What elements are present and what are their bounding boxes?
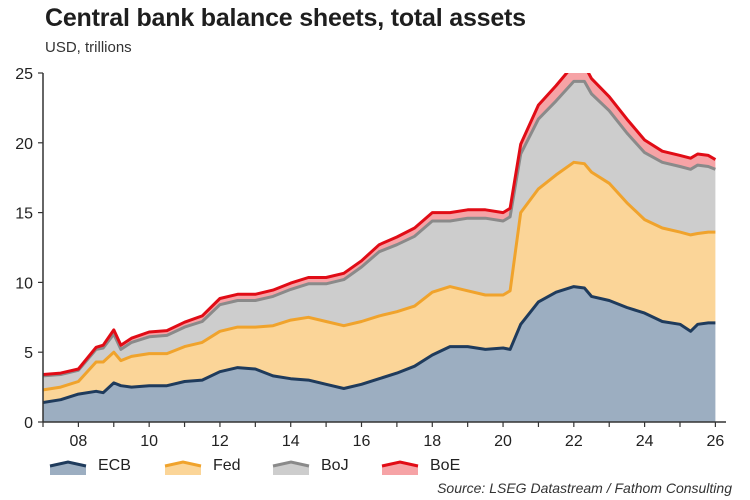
- x-tick-label: 20: [494, 433, 512, 450]
- line-fed: [43, 160, 716, 392]
- line-ecb: [43, 285, 716, 404]
- y-tick-label: 25: [15, 66, 33, 83]
- x-tick-label: 14: [282, 433, 300, 450]
- area-ecb: [43, 286, 716, 422]
- area-boj: [43, 81, 716, 390]
- legend-item-boj: BoJ: [271, 455, 349, 477]
- chart-subtitle: USD, trillions: [45, 39, 132, 56]
- legend-swatch-fed: [164, 460, 202, 475]
- legend-swatch-boj: [272, 460, 310, 475]
- x-tick-label: 22: [565, 433, 583, 450]
- x-tick-label: 16: [353, 433, 371, 450]
- x-tick-label: 08: [69, 433, 87, 450]
- y-tick-label: 20: [15, 136, 33, 153]
- line-boj: [43, 79, 716, 378]
- x-tick-label: 18: [423, 433, 441, 450]
- legend-item-ecb: ECB: [48, 455, 131, 477]
- y-tick-label: 10: [15, 275, 33, 292]
- legend-label-boe: BoE: [430, 457, 461, 474]
- legend-item-fed: Fed: [163, 455, 241, 477]
- y-tick-label: 15: [15, 206, 33, 223]
- x-tick-label: 12: [211, 433, 229, 450]
- x-tick-label: 10: [140, 433, 158, 450]
- x-tick-label: 24: [636, 433, 654, 450]
- line-boe: [43, 73, 717, 376]
- x-tick-label: 26: [706, 433, 724, 450]
- legend-label-boj: BoJ: [321, 457, 349, 474]
- source-note: Source: LSEG Datastream / Fathom Consult…: [437, 480, 732, 496]
- chart-title: Central bank balance sheets, total asset…: [45, 4, 526, 32]
- area-fed: [43, 162, 716, 403]
- y-tick-label: 5: [24, 345, 33, 362]
- legend-label-fed: Fed: [213, 457, 241, 474]
- y-tick-label: 0: [24, 415, 33, 432]
- legend-swatch-boe: [381, 460, 419, 475]
- legend-swatch-ecb: [49, 460, 87, 475]
- legend-label-ecb: ECB: [98, 457, 131, 474]
- legend-item-boe: BoE: [380, 455, 460, 477]
